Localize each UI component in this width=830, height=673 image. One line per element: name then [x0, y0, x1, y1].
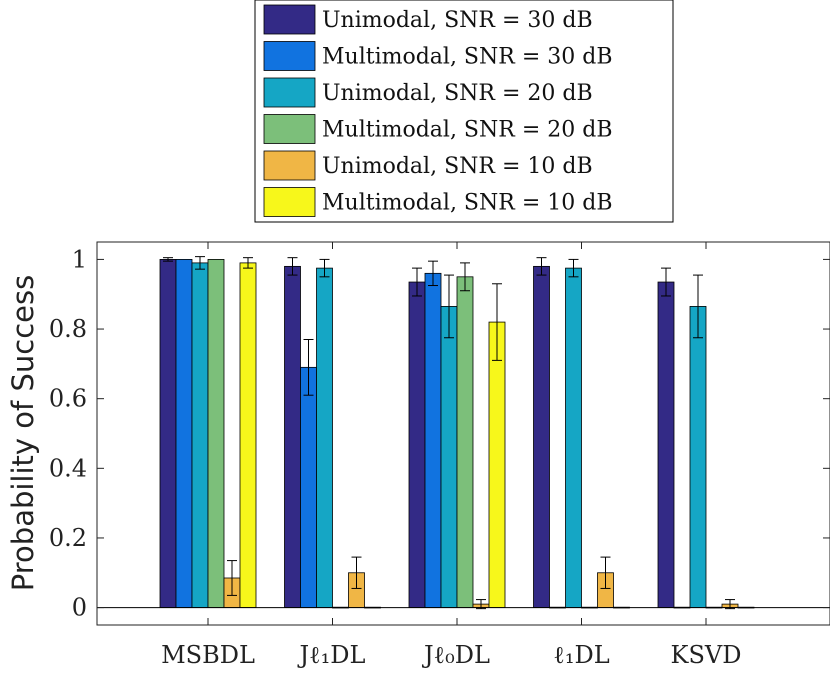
y-tick-label: 0	[72, 594, 87, 622]
y-tick-label: 1	[72, 245, 87, 273]
x-tick-label: ℓ₁DL	[553, 641, 609, 669]
bar	[440, 306, 458, 608]
bar	[533, 265, 550, 608]
legend-swatch	[263, 41, 316, 71]
bar	[159, 259, 177, 608]
legend-label: Unimodal, SNR = 30 dB	[322, 8, 593, 33]
x-tick-label: MSBDL	[161, 641, 255, 669]
legend-swatch	[263, 77, 316, 108]
bar	[657, 281, 675, 608]
bar	[488, 321, 506, 608]
bar	[175, 259, 193, 608]
legend-label: Unimodal, SNR = 20 dB	[322, 81, 593, 106]
legend-box	[254, 0, 674, 223]
bar	[565, 267, 582, 608]
bar	[207, 259, 225, 608]
y-tick-label: 0.2	[49, 524, 87, 552]
legend-label: Multimodal, SNR = 10 dB	[322, 191, 612, 216]
y-tick-label: 0.4	[49, 454, 87, 482]
legend-swatch	[263, 187, 316, 217]
bar	[424, 272, 442, 608]
bar	[316, 267, 333, 608]
bar	[284, 265, 301, 608]
bar	[408, 281, 426, 608]
bar	[191, 262, 209, 608]
legend-swatch	[263, 114, 316, 144]
y-tick-label: 0.8	[49, 315, 87, 343]
legend-label: Multimodal, SNR = 20 dB	[322, 118, 612, 143]
legend-swatch	[263, 150, 316, 181]
x-tick-label: KSVD	[671, 641, 742, 669]
x-tick-label: Jℓ₁DL	[297, 641, 366, 669]
y-axis-label: Probability of Success	[6, 275, 40, 591]
legend-label: Unimodal, SNR = 10 dB	[322, 154, 593, 179]
bar	[689, 306, 707, 608]
legend-swatch	[263, 4, 316, 35]
legend: Unimodal, SNR = 30 dB Multimodal, SNR = 3…	[263, 4, 612, 217]
bar	[456, 276, 474, 608]
y-axis-ticks: 0 0.2 0.4 0.6 0.8 1	[49, 245, 830, 622]
bar	[300, 366, 317, 608]
legend-label: Multimodal, SNR = 30 dB	[322, 45, 612, 70]
bar	[239, 262, 257, 608]
x-axis-ticks: MSBDL Jℓ₁DL Jℓ₀DL ℓ₁DL KSVD	[161, 242, 741, 669]
x-tick-label: Jℓ₀DL	[421, 641, 490, 669]
y-tick-label: 0.6	[49, 385, 87, 413]
bars-group	[159, 256, 755, 610]
